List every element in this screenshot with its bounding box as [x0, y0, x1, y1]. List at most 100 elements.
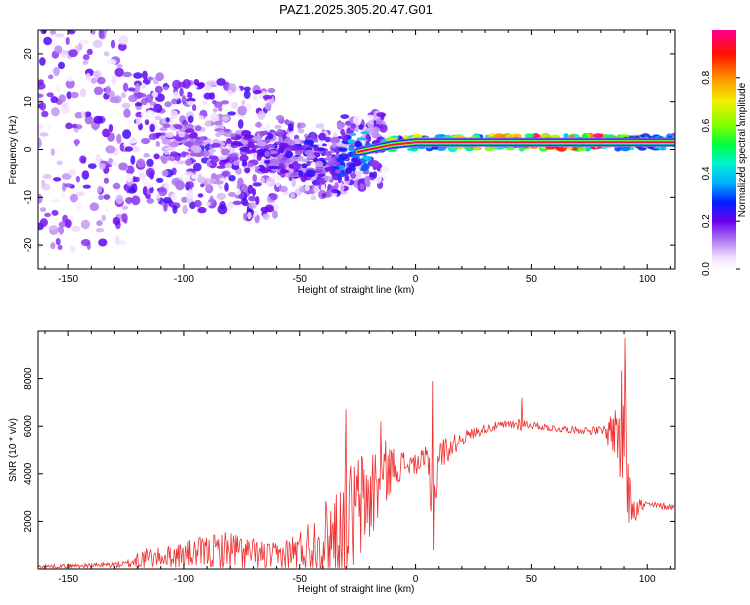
x-tick-label: 0 [413, 274, 419, 285]
spectrogram-blob [186, 97, 196, 103]
spectrogram-blob [268, 165, 280, 170]
spectrogram-blob [164, 101, 172, 108]
spectrogram-blob [164, 156, 176, 161]
x-tick-label: 50 [526, 274, 538, 285]
spectrogram-blob [209, 112, 219, 123]
snr-panel: -150 -100 -50 0 50 100 2000 4000 6000 8000 Heigh… [8, 330, 676, 595]
spectrogram-blob [243, 90, 251, 99]
spectrogram-blob [266, 143, 276, 149]
spectrogram-blob [38, 138, 42, 148]
spectrogram-blob [115, 194, 124, 205]
spectrogram-blob [347, 139, 355, 143]
spectrogram-blob [38, 98, 42, 104]
spectrogram-blob [80, 219, 90, 230]
spectrogram-blob [87, 163, 97, 170]
spectrogram-blob [269, 158, 280, 164]
spectrogram-ridge [356, 141, 675, 153]
spectrogram-blob [267, 133, 274, 140]
spectrogram-blob [108, 124, 114, 133]
spectrogram-blob [133, 72, 143, 79]
spectrogram-blob [39, 102, 46, 111]
spectrogram-blob [286, 158, 293, 164]
spectrogram-blob [232, 200, 243, 206]
spectrogram-blob [307, 121, 313, 128]
spectrogram-blob [355, 141, 361, 147]
spectrogram-blob [178, 131, 186, 138]
spectrogram-blob [38, 124, 44, 130]
spectrogram-blob [61, 173, 72, 180]
spectrogram-blob [163, 86, 169, 91]
spectrogram-blob [262, 95, 273, 100]
spectrogram-blob [300, 175, 307, 182]
spectrogram-blob [334, 182, 339, 189]
spectrogram-blob [159, 127, 168, 132]
spectrogram-blob [539, 134, 551, 139]
spectrogram-blob [153, 153, 160, 160]
x-tick-label: -50 [293, 274, 308, 285]
spectrogram-blob [115, 235, 120, 246]
spectrogram-blob [329, 136, 340, 144]
spectrogram-blob [47, 74, 54, 80]
spectrogram-blob [297, 122, 301, 130]
spectrogram-blob [220, 148, 230, 155]
spectrogram-blob [96, 153, 101, 162]
spectrogram-blob [164, 147, 176, 151]
spectrogram-blob [294, 138, 302, 144]
spectrogram-blob [229, 153, 238, 157]
spectrogram-blob [64, 183, 73, 188]
spectrogram-blob [324, 136, 332, 143]
spectrogram-blob [203, 92, 212, 100]
spectrogram-blob [116, 133, 122, 144]
spectrogram-blob [97, 185, 103, 194]
spectrogram-blob [290, 193, 295, 199]
spectrogram-blob [201, 88, 206, 93]
x-tick-label: 50 [526, 574, 538, 585]
x-tick-label: -150 [58, 574, 78, 585]
spectrogram-blob [145, 94, 154, 103]
spectrogram-blob [217, 157, 227, 161]
spectrogram-blob [237, 105, 247, 116]
spectrogram-blob [225, 162, 232, 169]
spectrogram-blob [244, 134, 255, 139]
spectrogram-blob [80, 239, 91, 247]
spectrogram-blob [39, 207, 47, 213]
spectrogram-blob [279, 169, 289, 174]
spectrogram-blob [216, 192, 226, 200]
spectrogram-blob [306, 161, 311, 167]
spectrogram-blob [247, 184, 254, 194]
spectrogram-blob [506, 146, 515, 151]
spectrogram-blob [143, 153, 150, 158]
spectrogram-blob [122, 129, 132, 140]
spectrogram-blob [95, 228, 105, 233]
x-tick-label: 100 [639, 574, 656, 585]
spectrogram-blob [299, 186, 307, 193]
spectrogram-blob [41, 110, 49, 118]
spectrogram-blob [125, 173, 134, 183]
spectrogram-blob [198, 115, 205, 121]
spectrogram-blob [348, 166, 356, 171]
spectrogram-blob [146, 189, 151, 196]
spectrogram-blob [176, 160, 188, 165]
spectrogram-blob [65, 79, 75, 89]
spectrogram-xlabel: Height of straight line (km) [298, 285, 415, 296]
spectrogram-blob [103, 51, 110, 57]
spectrogram-blob [99, 162, 106, 170]
spectrogram-blob [112, 30, 118, 41]
spectrogram-blob [352, 115, 362, 125]
spectrogram-blob [194, 199, 202, 208]
spectrogram-blob [86, 48, 93, 56]
spectrogram-blob [349, 132, 357, 136]
spectrogram-blob [74, 111, 84, 119]
spectrogram-blob [122, 71, 133, 78]
spectrogram-blob [137, 92, 147, 98]
spectrogram-blob [206, 80, 217, 86]
spectrogram-blob [284, 147, 291, 153]
spectrogram-blob [105, 145, 116, 154]
spectrogram-blob [434, 134, 441, 139]
spectrogram-blob [198, 82, 205, 88]
spectrogram-blob [185, 177, 191, 182]
spectrogram-blob [297, 128, 305, 134]
spectrogram-blob [102, 128, 110, 138]
spectrogram-blob [96, 220, 103, 227]
spectrogram-blob [259, 177, 265, 184]
